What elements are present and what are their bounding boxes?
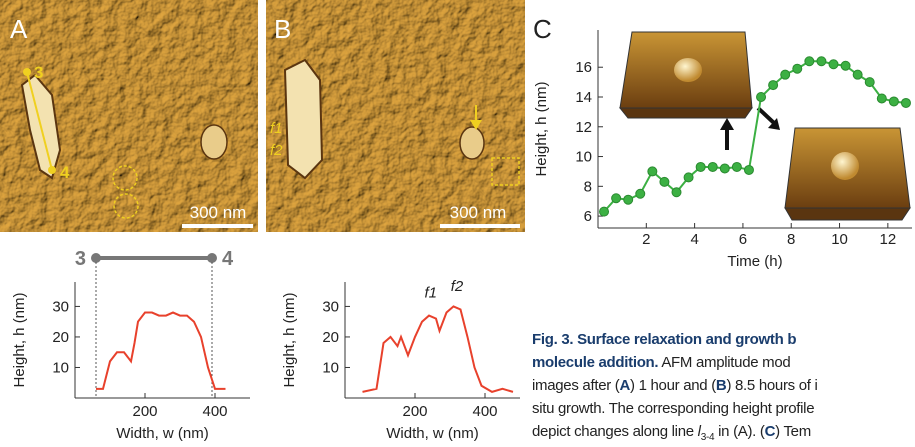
data-point [635,188,646,199]
inset-3d [618,31,753,119]
data-point [659,176,670,187]
line-label: 4 [60,163,70,182]
x-tick-label: 2 [642,231,650,248]
x-tick-label: 400 [472,403,497,420]
data-point [647,166,658,177]
y-tick-label: 20 [52,329,69,346]
caption-title: molecule addition. [532,354,658,371]
data-point [840,60,851,71]
x-tick-label: 200 [402,403,427,420]
data-point [768,80,779,91]
data-point [888,96,899,107]
caption-text: C [765,423,776,440]
afm-image-b: f1 f2 300 nm B [266,0,525,232]
y-tick-label: 10 [322,359,339,376]
data-point [731,161,742,172]
panel-label: C [533,14,552,44]
data-point [828,59,839,70]
y-axis-label: Height, h (nm) [281,292,298,387]
data-point [695,161,706,172]
caption-text: AFM amplitude mod [658,354,790,371]
data-point [816,56,827,67]
chart: 200 400 10 20 30 Width, w (nm) Height, h (nm) f… [281,278,520,442]
caption-line: Fig. 3. Surface relaxation and growth b [532,331,796,348]
caption-title: Fig. 3. Surface relaxation and growth b [532,331,796,348]
caption-text: ) 1 hour and ( [630,377,716,394]
line-label: 3 [34,63,43,82]
profile-end: 3 [75,248,86,270]
caption-text: situ growth. The corresponding height pr… [532,400,814,417]
data-point [792,63,803,74]
caption-text: 3-4 [701,432,715,443]
x-tick-label: 400 [202,403,227,420]
y-tick-label: 30 [52,298,69,315]
data-point [611,193,622,204]
data-point [683,172,694,183]
caption-text: in (A). ( [714,423,765,440]
x-tick-label: 8 [787,231,795,248]
x-tick-label: 12 [880,231,897,248]
data-point [623,194,634,205]
y-tick-label: 10 [52,359,69,376]
caption-text: ) 8.5 hours of i [726,377,817,394]
afm-image-a: 3 4 300 nm A [0,0,258,232]
y-tick-label: 10 [575,149,592,166]
panel-label: A [10,14,28,44]
peak-label: f2 [451,278,464,295]
caption-text: depict changes along line [532,423,698,440]
y-axis-label: Height, h (nm) [11,292,28,387]
data-point [780,69,791,80]
chart: 200 400 10 20 30 Width, w (nm) Height, h (nm) [11,282,250,442]
caption-text: B [716,377,727,394]
data-point [876,93,887,104]
x-axis-label: Width, w (nm) [116,425,209,442]
arrow [720,106,780,150]
scale-bar-label: 300 nm [190,203,247,222]
profile-end: 4 [222,248,234,270]
scale-bar-label: 300 nm [450,203,507,222]
caption-text: A [620,377,631,394]
y-tick-label: 8 [584,178,592,195]
caption-text: images after ( [532,377,620,394]
peak-label: f1 [424,284,437,301]
y-tick-label: 16 [575,59,592,76]
caption-line: images after (A) 1 hour and (B) 8.5 hour… [532,377,818,394]
caption-text: ) Tem [775,423,811,440]
data-point [864,77,875,88]
data-point [900,97,911,108]
caption-line: depict changes along line l3-4 in (A). (… [532,423,811,443]
y-tick-label: 6 [584,208,592,225]
x-axis-label: Time (h) [727,253,782,270]
caption-line: situ growth. The corresponding height pr… [532,400,814,417]
data-point [804,56,815,67]
data-point [852,69,863,80]
y-tick-label: 14 [575,89,592,106]
feature-label: f2 [270,142,283,159]
data-line [96,311,226,390]
data-point [719,163,730,174]
data-point [599,206,610,217]
data-point [743,164,754,175]
x-tick-label: 6 [739,231,747,248]
data-point [756,91,767,102]
y-axis-label: Height, h (nm) [533,81,550,176]
data-line [362,305,514,393]
chart: 2 4 6 8 10 12 6 8 10 12 14 16 Time (h) Height, h (nm) [533,30,912,270]
y-tick-label: 20 [322,329,339,346]
x-axis-label: Width, w (nm) [386,425,479,442]
panel-label: B [274,14,291,44]
inset-3d [784,127,911,221]
y-tick-label: 30 [322,298,339,315]
y-tick-label: 12 [575,119,592,136]
caption-text: l [698,423,702,440]
x-tick-label: 4 [690,231,698,248]
profile-line: 3 4 [75,248,234,398]
x-tick-label: 10 [831,231,848,248]
data-point [671,187,682,198]
feature-label: f1 [270,120,283,137]
caption-line: molecule addition. AFM amplitude mod [532,354,790,371]
data-point [707,161,718,172]
x-tick-label: 200 [132,403,157,420]
